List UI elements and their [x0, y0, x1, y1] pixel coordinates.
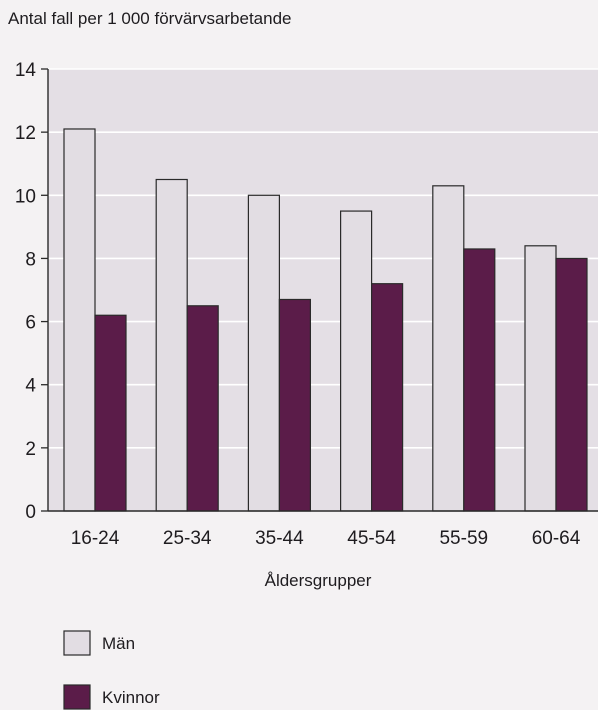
legend-label-women: Kvinnor	[102, 688, 160, 707]
y-tick-label: 4	[25, 376, 36, 397]
plot-background	[48, 69, 598, 511]
gridlines	[48, 68, 598, 449]
x-tick-labels: 16-24 25-34 35-44 45-54 55-59 60-64	[71, 528, 581, 549]
x-tick-label: 35-44	[255, 528, 304, 549]
bar-men-35-44	[247, 194, 280, 512]
y-tick-label: 0	[25, 502, 36, 523]
bar-women-25-34	[186, 305, 219, 512]
x-tick-label: 16-24	[71, 528, 120, 549]
x-tick-label: 45-54	[347, 528, 396, 549]
bar-men-55-59	[432, 185, 465, 512]
legend: Män Kvinnor	[63, 630, 160, 710]
legend-label-men: Män	[102, 634, 135, 653]
legend-swatch-women	[63, 684, 91, 710]
bar-women-35-44	[278, 298, 311, 512]
y-tick-label: 8	[25, 249, 36, 270]
bar-men-45-54	[340, 210, 373, 512]
y-tick-label: 10	[15, 186, 36, 207]
x-tick-label: 60-64	[532, 528, 581, 549]
axes	[41, 68, 598, 512]
x-tick-label: 25-34	[163, 528, 212, 549]
bar-women-60-64	[555, 257, 588, 512]
x-tick-label: 55-59	[439, 528, 488, 549]
y-tick-label: 12	[15, 123, 36, 144]
legend-swatch-men	[63, 630, 91, 656]
bar-men-25-34	[155, 178, 188, 512]
x-axis-label: Åldersgrupper	[265, 571, 372, 590]
bar-women-16-24	[94, 314, 127, 512]
y-tick-labels: 0 2 4 6 8 10 12 14	[15, 60, 37, 523]
y-tick-label: 14	[15, 60, 37, 81]
bar-men-60-64	[524, 245, 557, 512]
y-axis-label: Antal fall per 1 000 förvärvsarbetande	[8, 9, 292, 28]
y-tick-label: 2	[25, 439, 36, 460]
bar-women-45-54	[371, 283, 404, 512]
y-tick-label: 6	[25, 313, 36, 334]
bar-men-16-24	[63, 128, 96, 512]
bars	[63, 128, 588, 512]
bar-women-55-59	[463, 248, 496, 512]
